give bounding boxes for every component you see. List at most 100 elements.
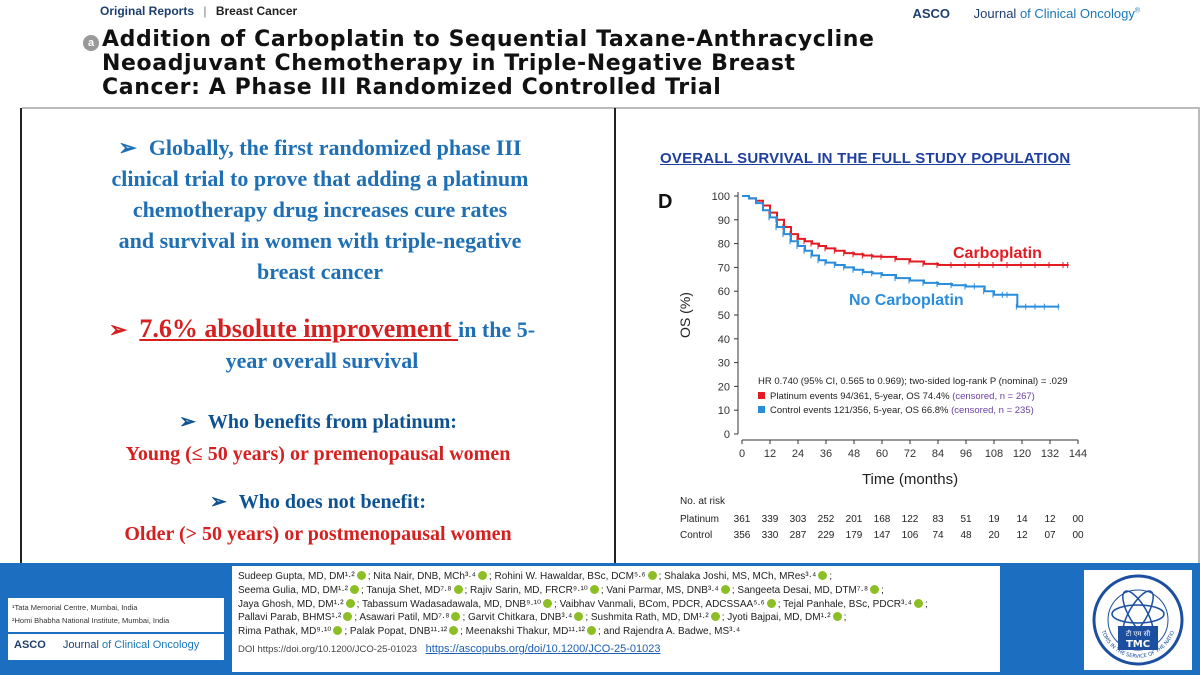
km-survival-chart: 0 10 20 30 40 50 60 70 80 90 100 0 12 24 36 48 60 72 84 96 1…: [658, 191, 1087, 541]
author-name: Sushmita Rath, MD, DM¹·²: [588, 612, 709, 624]
right-border: [1198, 108, 1200, 563]
benefit-text: Young (≤ 50 years) or premenopausal wome…: [125, 443, 511, 465]
orcid-icon[interactable]: [589, 584, 599, 594]
orcid-icon[interactable]: [766, 598, 776, 608]
author-line: Seema Gulia, MD, DM¹·²; Tanuja Shet, MD⁷…: [238, 584, 994, 598]
y-tick-label: 10: [718, 405, 730, 417]
tmc-logo-text: TMC: [1126, 639, 1150, 650]
author-name: Tanuja Shet, MD⁷·⁸: [363, 584, 452, 596]
text-span: Who benefits from platinum:: [207, 411, 457, 433]
separator: ;: [597, 626, 601, 638]
x-tick-label: 36: [820, 448, 832, 460]
doi-link[interactable]: https://ascopubs.org/doi/10.1200/JCO-25-…: [425, 642, 661, 655]
separator: ;: [367, 571, 371, 582]
author-name: Rohini W. Hawaldar, BSc, DCM⁵·⁶: [491, 571, 646, 582]
journal-mark: ®: [1134, 7, 1140, 15]
finding-improvement: ➢ 7.6% absolute improvement in the 5- yea…: [42, 313, 602, 376]
text-span: Globally, the first randomized phase III: [148, 135, 522, 160]
arrow-bullet-icon: ➢: [118, 135, 137, 160]
no-benefit-text: Older (> 50 years) or postmenopausal wom…: [124, 523, 512, 545]
orcid-icon[interactable]: [449, 626, 459, 636]
orcid-icon[interactable]: [586, 626, 596, 636]
author-name: Pallavi Parab, BHMS¹·²: [238, 612, 342, 624]
author-name: Sangeeta Desai, MD, DTM⁷·⁸: [734, 584, 869, 596]
x-tick-label: 12: [764, 448, 776, 460]
author-name: Sudeep Gupta, MD, DM¹·²: [238, 571, 355, 582]
orcid-icon[interactable]: [477, 571, 487, 580]
text-line: ➢ Globally, the first randomized phase II…: [60, 132, 580, 163]
orcid-icon[interactable]: [343, 612, 353, 622]
text-line: clinical trial to prove that adding a pl…: [111, 166, 529, 191]
y-tick-label: 30: [718, 358, 730, 370]
orcid-icon[interactable]: [333, 626, 343, 636]
affiliations: ¹Tata Memorial Centre, Mumbai, India ²Ho…: [8, 598, 224, 632]
x-tick-label: 120: [1013, 448, 1031, 460]
x-tick-label: 24: [792, 448, 804, 460]
carboplatin-curve: [742, 195, 1069, 267]
orcid-icon[interactable]: [574, 612, 584, 622]
left-border: [20, 108, 22, 563]
author-list: Sudeep Gupta, MD, DM¹·²; Nita Nair, DNB,…: [232, 566, 1000, 672]
finding-first-trial: ➢ Globally, the first randomized phase II…: [60, 132, 580, 287]
header-divider: [22, 107, 1200, 109]
legend-control-censored: (censored, n = 235): [951, 405, 1034, 416]
author-name: Asawari Patil, MD⁷·⁸: [357, 612, 450, 624]
risk-value: 361: [734, 514, 751, 525]
x-tick-label: 132: [1041, 448, 1059, 460]
orcid-icon[interactable]: [870, 584, 880, 594]
legend-platinum: Platinum events 94/361, 5-year, OS 74.4%…: [770, 391, 1035, 402]
orcid-icon[interactable]: [543, 598, 553, 608]
tmc-hindi-text: टी एम सी: [1126, 629, 1151, 638]
risk-value: 51: [960, 514, 972, 525]
orcid-icon[interactable]: [356, 571, 366, 580]
journal-name-prefix: Journal: [62, 639, 99, 651]
panel-label: D: [658, 191, 672, 213]
tmc-emblem-icon: टी एम सी TMC ATOMS IN THE SERVICE OF THE…: [1084, 570, 1184, 666]
orcid-icon[interactable]: [710, 612, 720, 622]
y-tick-label: 70: [718, 262, 730, 274]
author-name: Rajiv Sarin, MD, FRCR⁹·¹⁰: [467, 584, 588, 596]
arrow-bullet-icon: ➢: [179, 411, 196, 433]
legend-swatch-platinum: [758, 392, 765, 399]
orcid-icon[interactable]: [451, 612, 461, 622]
orcid-icon[interactable]: [647, 571, 657, 580]
chart-axes: 0 10 20 30 40 50 60 70 80 90 100 0 12 24 36 48 60 72 84 96 1…: [658, 191, 1087, 488]
orcid-icon[interactable]: [913, 598, 923, 608]
risk-value: 147: [874, 530, 891, 541]
risk-value: 12: [1044, 514, 1056, 525]
separator: ;: [881, 584, 884, 596]
chart-annotations: Carboplatin No Carboplatin HR 0.740 (95% C…: [758, 245, 1068, 416]
orcid-icon[interactable]: [345, 598, 355, 608]
orcid-icon[interactable]: [832, 612, 842, 622]
arrow-bullet-icon: ➢: [210, 491, 227, 513]
subheading: ➢ Who benefits from platinum:: [32, 406, 604, 438]
journal-name-suffix: of Clinical Oncology: [101, 639, 200, 651]
x-tick-label: 72: [904, 448, 916, 460]
chart-title: OVERALL SURVIVAL IN THE FULL STUDY POPUL…: [660, 150, 1071, 167]
text-line: year overall survival: [225, 348, 419, 373]
x-tick-label: 144: [1069, 448, 1087, 460]
orcid-icon[interactable]: [818, 571, 828, 580]
x-tick-label: 96: [960, 448, 972, 460]
separator: ;: [829, 571, 833, 582]
orcid-icon[interactable]: [453, 584, 463, 594]
open-access-icon: a: [83, 35, 99, 51]
y-tick-label: 50: [718, 310, 730, 322]
risk-value: 252: [818, 514, 835, 525]
separator: ;: [721, 612, 725, 624]
x-tick-label: 48: [848, 448, 860, 460]
author-name: Palak Popat, DNB¹¹·¹²: [347, 626, 448, 638]
orcid-icon[interactable]: [350, 584, 360, 594]
separator: ;: [356, 598, 360, 610]
separator: ;: [361, 584, 364, 596]
separator: ;: [464, 584, 468, 596]
legend-platinum-main: Platinum events 94/361, 5-year, OS 74.4%: [770, 391, 952, 402]
risk-value: 19: [988, 514, 1000, 525]
risk-value: 168: [874, 514, 891, 525]
y-tick-label: 100: [712, 191, 730, 203]
tmc-logo: टी एम सी TMC ATOMS IN THE SERVICE OF THE…: [1084, 570, 1192, 670]
orcid-icon[interactable]: [720, 584, 730, 594]
no-carboplatin-label: No Carboplatin: [849, 292, 964, 309]
article-title: Addition of Carboplatin to Sequential Ta…: [102, 28, 1162, 100]
